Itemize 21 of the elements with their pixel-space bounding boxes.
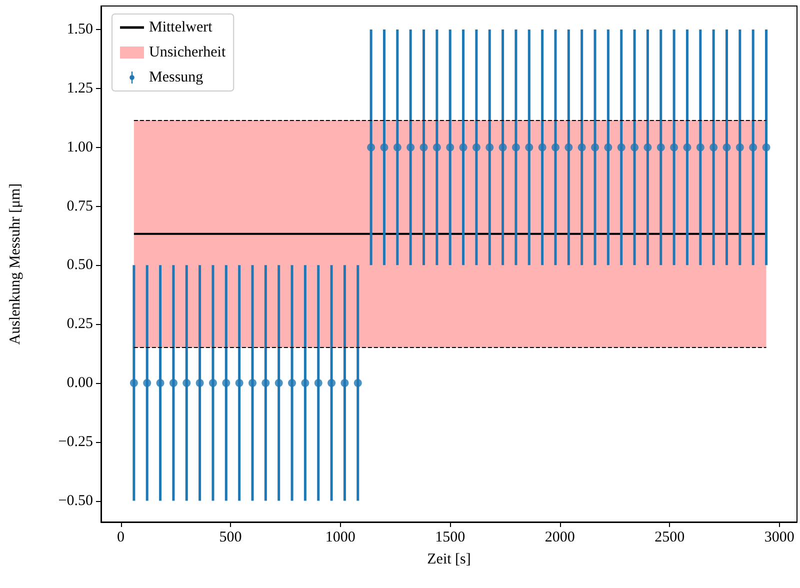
y-tick-label: −0.25 [58,434,93,450]
y-axis-title: Auslenkung Messuhr [μm] [8,183,24,345]
legend-label: Messung [149,70,204,86]
x-tick-label: 1500 [435,530,466,546]
x-tick-label: 2000 [544,530,575,546]
y-tick-label: 1.50 [66,22,93,38]
y-tick-label: 0.00 [66,374,93,391]
x-tick-label: 500 [219,530,242,546]
y-tick-label: −0.50 [58,492,93,509]
legend-label: Mittelwert [149,20,214,36]
x-axis-title: Zeit [s] [427,552,471,568]
y-tick-label: 1.00 [66,139,93,156]
y-tick-label: 1.25 [66,80,93,96]
x-tick-label: 0 [117,530,125,546]
y-tick-label: 0.50 [66,257,93,274]
legend-label: Unsicherheit [149,44,226,60]
x-tick-label: 2500 [654,530,685,546]
x-tick-label: 3000 [764,530,794,546]
x-tick-label: 1000 [325,530,356,546]
y-tick-label: 0.25 [66,316,93,332]
y-tick-label: 0.75 [66,198,93,214]
